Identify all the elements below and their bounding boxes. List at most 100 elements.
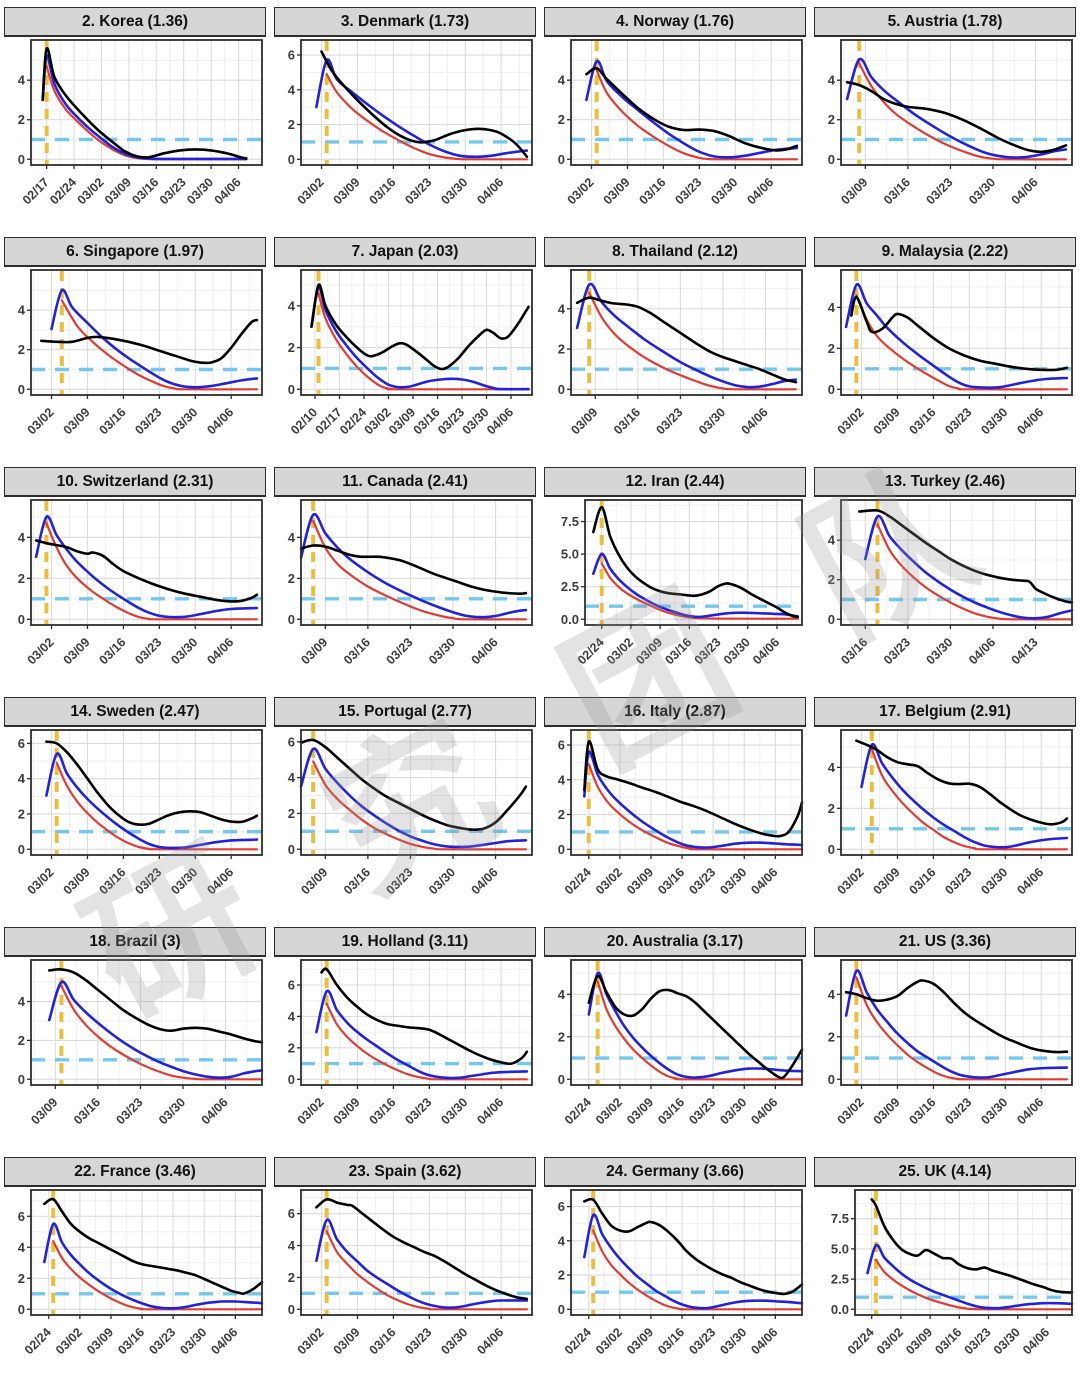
facet-panel-uk: 25. UK (4.14) 0.0 2.5 5.0 7.5 02/24 03/02 03/09…	[814, 1157, 1076, 1377]
y-tick-label: 4	[18, 303, 26, 318]
plot-background	[571, 960, 802, 1085]
y-tick-label: 4	[828, 760, 836, 775]
plot-background	[571, 270, 802, 395]
x-tick-label-group: 03/16	[97, 635, 129, 667]
x-tick-label-group: 04/06	[744, 175, 776, 207]
x-tick-label: 03/09	[61, 405, 93, 437]
x-tick-label: 03/30	[966, 175, 998, 207]
x-tick-label-group: 03/23	[384, 635, 416, 667]
plot-background	[841, 960, 1072, 1085]
y-tick-label: 2.5	[561, 579, 579, 594]
x-tick-label: 03/16	[97, 405, 129, 437]
x-tick-label: 03/30	[978, 1095, 1010, 1127]
plot-background	[31, 1190, 262, 1315]
x-tick-label-group: 03/09	[871, 865, 903, 897]
blue-series-line	[299, 512, 528, 619]
x-tick-label: 03/23	[942, 405, 974, 437]
x-tick-label-group: 03/16	[655, 1095, 687, 1127]
x-tick-label: 04/06	[750, 635, 782, 667]
panel-border	[300, 1189, 533, 1316]
x-tick-label-group: 03/23	[132, 635, 164, 667]
facet-chart-belgium: 0 2 4 03/02 03/09 03/16 03/23 03/30 04/06	[828, 729, 1073, 897]
red-series-line	[595, 69, 798, 161]
x-tick-label: 03/16	[907, 1095, 939, 1127]
x-tick-label: 03/30	[717, 1325, 749, 1357]
x-tick-label-group: 04/06	[966, 635, 998, 667]
black-series-line	[299, 544, 528, 596]
x-tick-label-group: 04/06	[474, 1325, 506, 1357]
red-series-line	[600, 562, 799, 620]
x-tick-label-group: 03/09	[298, 635, 330, 667]
x-tick-label-group: 03/02	[362, 405, 394, 437]
red-series-line	[52, 1240, 264, 1311]
y-tick-label: 7.5	[831, 1211, 849, 1226]
facet-title: 15. Portugal (2.77)	[274, 697, 536, 727]
x-tick-label: 04/06	[748, 1095, 780, 1127]
facet-title: 4. Norway (1.76)	[544, 7, 806, 37]
y-tick-label: 4	[18, 530, 26, 545]
x-tick-label-group: 03/09	[102, 175, 134, 207]
y-tick-label: 2	[18, 1033, 25, 1048]
y-tick-label: 0	[558, 842, 565, 857]
x-tick-label: 04/06	[748, 865, 780, 897]
x-tick-label-group: 04/06	[739, 405, 771, 437]
x-tick-label: 03/02	[593, 865, 625, 897]
x-tick-label: 04/06	[199, 1095, 231, 1127]
y-tick-label: 0	[18, 152, 25, 167]
plot-background	[301, 730, 532, 855]
x-tick-label: 04/06	[966, 635, 998, 667]
x-tick-label: 03/09	[61, 635, 93, 667]
x-tick-label-group: 02/24	[845, 1325, 877, 1357]
y-tick-label: 2	[18, 112, 25, 127]
x-tick-label: 03/09	[102, 175, 134, 207]
x-tick-label: 04/06	[204, 405, 236, 437]
x-tick-label: 03/23	[686, 865, 718, 897]
y-tick-label: 2	[828, 801, 835, 816]
red-series-line	[325, 1230, 528, 1311]
y-tick-label: 2	[558, 112, 565, 127]
x-tick-label-group: 04/06	[469, 635, 501, 667]
x-tick-label-group: 04/06	[204, 635, 236, 667]
x-tick-label: 04/06	[469, 635, 501, 667]
x-tick-label: 03/09	[633, 635, 665, 667]
x-tick-label: 03/16	[367, 1095, 399, 1127]
x-tick-label: 04/06	[474, 1325, 506, 1357]
facet-cell: 22. France (3.46) 0 2 4 6 02/24 03/02 03/09 03/1…	[0, 1150, 270, 1380]
panel-border	[570, 39, 803, 166]
black-series-line	[320, 967, 529, 1066]
x-tick-label-group: 04/06	[1014, 865, 1046, 897]
x-tick-label: 04/06	[204, 635, 236, 667]
x-tick-label-group: 02/24	[337, 405, 369, 437]
facet-title: 11. Canada (2.41)	[274, 467, 536, 497]
x-tick-label-group: 03/30	[717, 1325, 749, 1357]
x-tick-label-group: 03/16	[97, 865, 129, 897]
x-tick-label: 03/02	[835, 865, 867, 897]
y-tick-label: 0	[828, 382, 835, 397]
facet-cell: 3. Denmark (1.73) 0 2 4 6 03/02 03/09 03/16 03/2…	[270, 0, 540, 230]
facet-title: 16. Italy (2.87)	[544, 697, 806, 727]
x-tick-label: 03/30	[438, 175, 470, 207]
facet-title: 12. Iran (2.44)	[544, 467, 806, 497]
x-tick-label: 03/30	[156, 1095, 188, 1127]
x-tick-label: 03/30	[708, 175, 740, 207]
x-tick-label: 03/16	[662, 635, 694, 667]
x-tick-label-group: 03/30	[460, 405, 492, 437]
x-tick-label-group: 03/16	[907, 865, 939, 897]
x-tick-label-group: 03/16	[907, 405, 939, 437]
y-tick-label: 4	[828, 73, 836, 88]
x-tick-label: 02/24	[562, 1325, 594, 1357]
y-tick-label: 2	[828, 572, 835, 587]
y-tick-label: 0.0	[561, 612, 579, 627]
facet-title: 10. Switzerland (2.31)	[4, 467, 266, 497]
y-tick-label: 2	[288, 1040, 295, 1055]
panel-border	[30, 39, 263, 166]
facet-chart-korea: 0 2 4 02/1702/2403/0203/0903/1603/2303/3004…	[18, 39, 263, 207]
x-tick-label: 03/30	[168, 405, 200, 437]
x-tick-label: 03/30	[438, 1095, 470, 1127]
x-tick-label-group: 03/09	[28, 1095, 60, 1127]
x-tick-label-group: 03/23	[132, 865, 164, 897]
y-tick-label: 2	[828, 112, 835, 127]
y-tick-label: 5.0	[561, 547, 579, 562]
facet-title: 24. Germany (3.66)	[544, 1157, 806, 1187]
